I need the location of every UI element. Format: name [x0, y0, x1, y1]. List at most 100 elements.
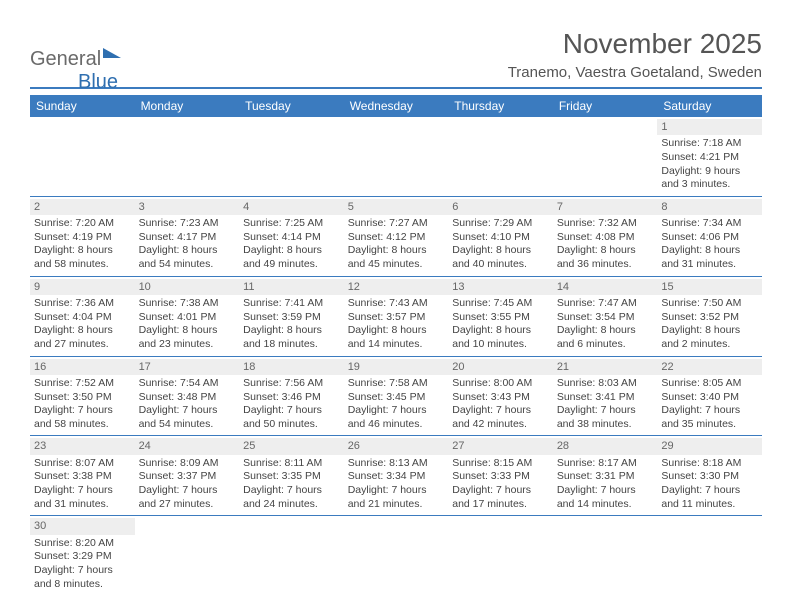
cell-daylight1: Daylight: 8 hours: [34, 324, 131, 338]
cell-daylight2: and 18 minutes.: [243, 338, 340, 352]
cell-daylight2: and 50 minutes.: [243, 418, 340, 432]
cell-sunrise: Sunrise: 7:27 AM: [348, 217, 445, 231]
cell-daylight2: and 6 minutes.: [557, 338, 654, 352]
cell-sunset: Sunset: 3:55 PM: [452, 311, 549, 325]
cell-sunset: Sunset: 4:14 PM: [243, 231, 340, 245]
cell-sunset: Sunset: 4:04 PM: [34, 311, 131, 325]
day-number: 11: [239, 279, 344, 295]
cell-sunset: Sunset: 3:41 PM: [557, 391, 654, 405]
calendar-day-cell: 28Sunrise: 8:17 AMSunset: 3:31 PMDayligh…: [553, 436, 658, 516]
cell-daylight1: Daylight: 7 hours: [661, 484, 758, 498]
cell-sunset: Sunset: 4:19 PM: [34, 231, 131, 245]
cell-daylight1: Daylight: 8 hours: [243, 324, 340, 338]
cell-sunset: Sunset: 3:29 PM: [34, 550, 131, 564]
cell-daylight2: and 35 minutes.: [661, 418, 758, 432]
cell-sunrise: Sunrise: 7:47 AM: [557, 297, 654, 311]
logo-triangle-icon: [103, 48, 121, 58]
calendar-week-row: 1Sunrise: 7:18 AMSunset: 4:21 PMDaylight…: [30, 117, 762, 196]
day-number: 14: [553, 279, 658, 295]
cell-sunrise: Sunrise: 7:34 AM: [661, 217, 758, 231]
cell-daylight2: and 11 minutes.: [661, 498, 758, 512]
calendar-day-cell: [30, 117, 135, 196]
day-number: 10: [135, 279, 240, 295]
cell-sunrise: Sunrise: 8:11 AM: [243, 457, 340, 471]
day-number: 27: [448, 438, 553, 454]
cell-sunset: Sunset: 3:52 PM: [661, 311, 758, 325]
cell-sunset: Sunset: 4:17 PM: [139, 231, 236, 245]
calendar-day-cell: 14 Sunrise: 7:47 AMSunset: 3:54 PMDayligh…: [553, 276, 658, 356]
cell-sunset: Sunset: 3:37 PM: [139, 470, 236, 484]
cell-daylight1: Daylight: 8 hours: [452, 244, 549, 258]
day-number: 23: [30, 438, 135, 454]
calendar-day-cell: [344, 516, 449, 595]
cell-sunrise: Sunrise: 7:41 AM: [243, 297, 340, 311]
cell-sunset: Sunset: 4:08 PM: [557, 231, 654, 245]
calendar-day-cell: 21 Sunrise: 8:03 AMSunset: 3:41 PMDayligh…: [553, 356, 658, 436]
cell-daylight1: Daylight: 8 hours: [139, 244, 236, 258]
calendar-day-cell: [135, 117, 240, 196]
logo: General Blue: [30, 48, 121, 94]
calendar-day-cell: 5Sunrise: 7:27 AMSunset: 4:12 PMDaylight…: [344, 196, 449, 276]
cell-daylight2: and 21 minutes.: [348, 498, 445, 512]
calendar-day-cell: 13Sunrise: 7:45 AMSunset: 3:55 PMDayligh…: [448, 276, 553, 356]
day-number: 24: [135, 438, 240, 454]
cell-daylight1: Daylight: 8 hours: [661, 244, 758, 258]
day-number: 5: [344, 199, 449, 215]
header: November 2025 Tranemo, Vaestra Goetaland…: [30, 28, 762, 89]
day-number: 9: [30, 279, 135, 295]
day-number: 1: [657, 119, 762, 135]
cell-sunrise: Sunrise: 8:03 AM: [557, 377, 654, 391]
cell-daylight1: Daylight: 7 hours: [452, 404, 549, 418]
cell-sunrise: Sunrise: 8:07 AM: [34, 457, 131, 471]
cell-sunset: Sunset: 3:43 PM: [452, 391, 549, 405]
cell-daylight2: and 14 minutes.: [557, 498, 654, 512]
cell-sunset: Sunset: 4:01 PM: [139, 311, 236, 325]
cell-daylight2: and 36 minutes.: [557, 258, 654, 272]
calendar-day-cell: 6Sunrise: 7:29 AMSunset: 4:10 PMDaylight…: [448, 196, 553, 276]
calendar-day-cell: 4Sunrise: 7:25 AMSunset: 4:14 PMDaylight…: [239, 196, 344, 276]
page-subtitle: Tranemo, Vaestra Goetaland, Sweden: [30, 64, 762, 89]
cell-sunset: Sunset: 3:54 PM: [557, 311, 654, 325]
calendar-day-cell: 19Sunrise: 7:58 AMSunset: 3:45 PMDayligh…: [344, 356, 449, 436]
cell-daylight1: Daylight: 8 hours: [557, 324, 654, 338]
cell-sunrise: Sunrise: 7:38 AM: [139, 297, 236, 311]
calendar-day-cell: [657, 516, 762, 595]
cell-daylight1: Daylight: 7 hours: [557, 404, 654, 418]
cell-daylight2: and 54 minutes.: [139, 258, 236, 272]
cell-sunrise: Sunrise: 8:20 AM: [34, 537, 131, 551]
cell-sunrise: Sunrise: 7:52 AM: [34, 377, 131, 391]
cell-daylight1: Daylight: 8 hours: [139, 324, 236, 338]
cell-sunset: Sunset: 3:50 PM: [34, 391, 131, 405]
cell-sunrise: Sunrise: 7:54 AM: [139, 377, 236, 391]
cell-daylight2: and 58 minutes.: [34, 418, 131, 432]
day-number: 15: [657, 279, 762, 295]
cell-daylight1: Daylight: 8 hours: [452, 324, 549, 338]
cell-daylight1: Daylight: 7 hours: [139, 484, 236, 498]
cell-daylight1: Daylight: 7 hours: [348, 404, 445, 418]
cell-daylight2: and 17 minutes.: [452, 498, 549, 512]
calendar-day-cell: 27Sunrise: 8:15 AMSunset: 3:33 PMDayligh…: [448, 436, 553, 516]
cell-daylight2: and 38 minutes.: [557, 418, 654, 432]
cell-sunrise: Sunrise: 7:18 AM: [661, 137, 758, 151]
day-number: 30: [30, 518, 135, 534]
cell-daylight1: Daylight: 7 hours: [34, 404, 131, 418]
cell-sunset: Sunset: 4:06 PM: [661, 231, 758, 245]
cell-sunrise: Sunrise: 8:17 AM: [557, 457, 654, 471]
calendar-column-header: Tuesday: [239, 95, 344, 117]
day-number: 8: [657, 199, 762, 215]
cell-daylight1: Daylight: 8 hours: [348, 244, 445, 258]
calendar-day-cell: [448, 516, 553, 595]
day-number: 21: [553, 359, 658, 375]
calendar-day-cell: 26Sunrise: 8:13 AMSunset: 3:34 PMDayligh…: [344, 436, 449, 516]
cell-sunset: Sunset: 3:38 PM: [34, 470, 131, 484]
cell-daylight1: Daylight: 8 hours: [557, 244, 654, 258]
cell-sunset: Sunset: 3:30 PM: [661, 470, 758, 484]
day-number: 20: [448, 359, 553, 375]
calendar-day-cell: [553, 516, 658, 595]
day-number: 4: [239, 199, 344, 215]
cell-sunrise: Sunrise: 7:58 AM: [348, 377, 445, 391]
cell-daylight2: and 31 minutes.: [661, 258, 758, 272]
calendar-day-cell: [135, 516, 240, 595]
day-number: 19: [344, 359, 449, 375]
calendar-day-cell: 17Sunrise: 7:54 AMSunset: 3:48 PMDayligh…: [135, 356, 240, 436]
